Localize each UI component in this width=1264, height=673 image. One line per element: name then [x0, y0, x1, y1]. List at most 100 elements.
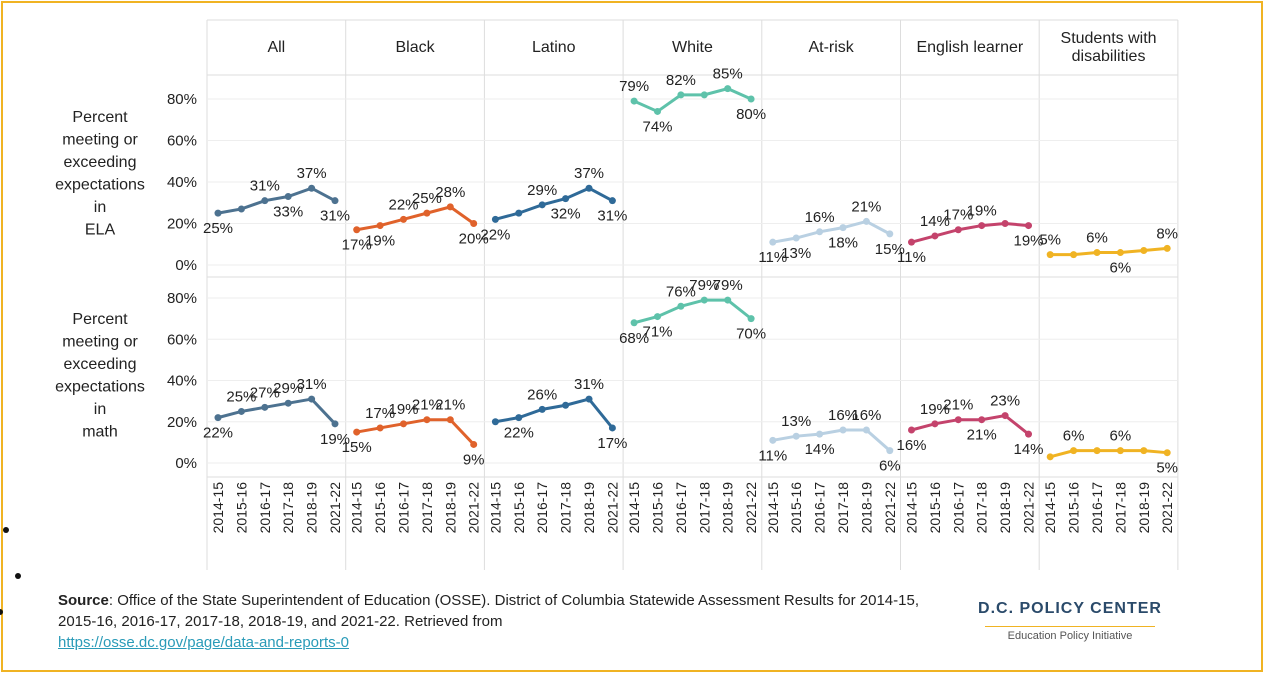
- source-note: Source: Office of the State Superintende…: [58, 590, 938, 653]
- data-point: [747, 315, 755, 323]
- data-point: [585, 395, 593, 403]
- data-point: [331, 420, 339, 428]
- data-point: [1163, 244, 1171, 252]
- data-label: 18%: [828, 235, 858, 252]
- row-label: Percent: [72, 311, 128, 328]
- data-point: [1046, 453, 1054, 461]
- x-tick-label: 2016-17: [534, 482, 550, 534]
- data-label: 29%: [273, 380, 303, 397]
- series-line: [217, 397, 337, 425]
- series-line: [1050, 246, 1168, 257]
- x-tick-label: 2016-17: [396, 482, 412, 534]
- x-tick-label: 2017-18: [280, 482, 296, 534]
- data-point: [1025, 430, 1032, 438]
- group-header: All: [267, 39, 286, 56]
- data-point: [769, 238, 777, 246]
- data-label: 19%: [388, 401, 418, 418]
- data-point: [908, 426, 915, 434]
- data-point: [446, 416, 454, 424]
- data-point: [562, 195, 570, 203]
- data-label: 74%: [642, 118, 672, 135]
- x-tick-label: 2016-17: [1089, 482, 1105, 534]
- data-point: [237, 407, 245, 415]
- data-label: 14%: [805, 441, 835, 458]
- x-tick-label: 2016-17: [257, 482, 273, 534]
- series-line: [911, 413, 1030, 436]
- x-tick-label: 2015-16: [233, 482, 249, 534]
- data-point: [491, 418, 499, 426]
- data-point: [376, 222, 384, 230]
- data-point: [908, 238, 915, 246]
- data-point: [816, 430, 824, 438]
- logo: D.C. POLICY CENTER Education Policy Initi…: [970, 600, 1170, 642]
- data-point: [423, 209, 431, 217]
- data-point: [954, 226, 962, 234]
- row-label: expectations: [55, 379, 145, 396]
- x-tick-label: 2015-16: [788, 482, 804, 534]
- data-label: 6%: [1063, 428, 1085, 445]
- x-tick-label: 2018-19: [858, 482, 874, 534]
- series-line: [772, 428, 891, 452]
- data-label: 80%: [736, 106, 766, 123]
- data-label: 9%: [463, 451, 485, 468]
- data-point: [700, 296, 708, 304]
- data-point: [931, 232, 939, 240]
- row-label: math: [82, 424, 118, 441]
- data-label: 15%: [875, 241, 905, 258]
- data-label: 31%: [574, 376, 604, 393]
- data-point: [400, 420, 407, 428]
- data-label: 79%: [713, 277, 743, 294]
- source-link[interactable]: https://osse.dc.gov/page/data-and-report…: [58, 634, 350, 651]
- data-label: 8%: [1156, 225, 1178, 242]
- x-tick-label: 2014-15: [349, 482, 365, 534]
- data-label: 6%: [1110, 260, 1132, 277]
- bullet: [3, 527, 9, 533]
- data-point: [446, 203, 454, 211]
- y-tick-label: 60%: [167, 133, 197, 150]
- data-point: [1140, 246, 1148, 254]
- data-point: [816, 228, 824, 236]
- data-point: [1140, 447, 1148, 455]
- data-label: 5%: [1039, 232, 1061, 249]
- x-tick-label: 2014-15: [1042, 482, 1058, 534]
- data-point: [538, 201, 546, 209]
- x-tick-label: 2018-19: [581, 482, 597, 534]
- data-point: [769, 436, 777, 444]
- data-label: 21%: [435, 397, 465, 414]
- x-tick-label: 2017-18: [835, 482, 851, 534]
- x-tick-label: 2017-18: [1112, 482, 1128, 534]
- data-label: 6%: [1110, 428, 1132, 445]
- data-point: [284, 399, 292, 407]
- x-tick-label: 2017-18: [558, 482, 574, 534]
- data-label: 19%: [1013, 233, 1043, 250]
- data-point: [1070, 447, 1078, 455]
- x-tick-label: 2016-17: [950, 482, 966, 534]
- data-label: 19%: [320, 431, 350, 448]
- data-point: [608, 197, 616, 205]
- series-line: [1049, 449, 1168, 459]
- series-line: [356, 418, 475, 446]
- data-point: [353, 428, 361, 436]
- x-tick-label: 2021-22: [1021, 482, 1037, 534]
- data-label: 32%: [551, 206, 581, 223]
- x-tick-label: 2018-19: [442, 482, 458, 534]
- data-label: 15%: [342, 439, 372, 456]
- x-tick-label: 2014-15: [626, 482, 642, 534]
- x-tick-label: 2021-22: [882, 482, 898, 534]
- x-tick-label: 2014-15: [904, 482, 920, 534]
- row-label: ELA: [85, 222, 116, 239]
- data-label: 76%: [666, 283, 696, 300]
- y-tick-label: 0%: [175, 257, 197, 274]
- data-point: [562, 401, 570, 409]
- data-point: [400, 215, 407, 223]
- data-point: [585, 184, 593, 192]
- data-label: 22%: [203, 425, 233, 442]
- data-label: 20%: [459, 231, 489, 248]
- data-label: 27%: [250, 384, 280, 401]
- data-label: 16%: [896, 437, 926, 454]
- data-label: 22%: [504, 425, 534, 442]
- y-tick-label: 60%: [167, 331, 197, 348]
- x-tick-label: 2021-22: [1159, 482, 1175, 534]
